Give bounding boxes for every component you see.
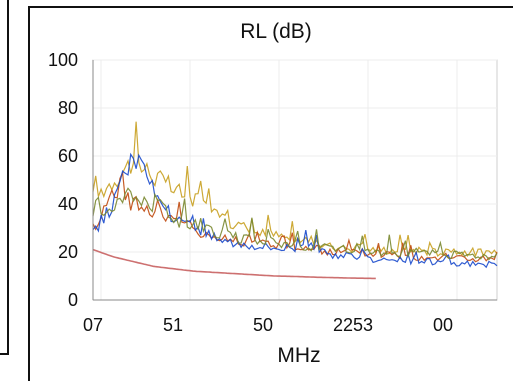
adjacent-panel-edge (0, 0, 9, 355)
series-line (92, 152, 498, 269)
x-tick-labels: 07 51 50 2253 00 (83, 315, 453, 335)
series-line (92, 121, 498, 258)
series-line (92, 248, 376, 280)
x-tick-label: 2253 (333, 315, 373, 335)
series-line (92, 187, 498, 261)
x-axis-label: MHz (277, 344, 320, 367)
chart-frame (28, 6, 513, 381)
x-tick-label: 51 (163, 315, 183, 335)
y-tick-label: 40 (58, 194, 78, 214)
y-tick-label: 100 (48, 50, 78, 70)
y-tick-label: 20 (58, 242, 78, 262)
x-tick-label: 50 (253, 315, 273, 335)
x-tick-label: 00 (433, 315, 453, 335)
y-tick-label: 80 (58, 98, 78, 118)
y-tick-label: 60 (58, 146, 78, 166)
chart-title: RL (dB) (240, 20, 312, 43)
y-tick-labels: 0 20 40 60 80 100 (48, 50, 78, 310)
plot-area (92, 59, 498, 301)
y-tick-label: 0 (68, 290, 78, 310)
x-tick-label: 07 (83, 315, 103, 335)
series-layer (92, 121, 498, 280)
